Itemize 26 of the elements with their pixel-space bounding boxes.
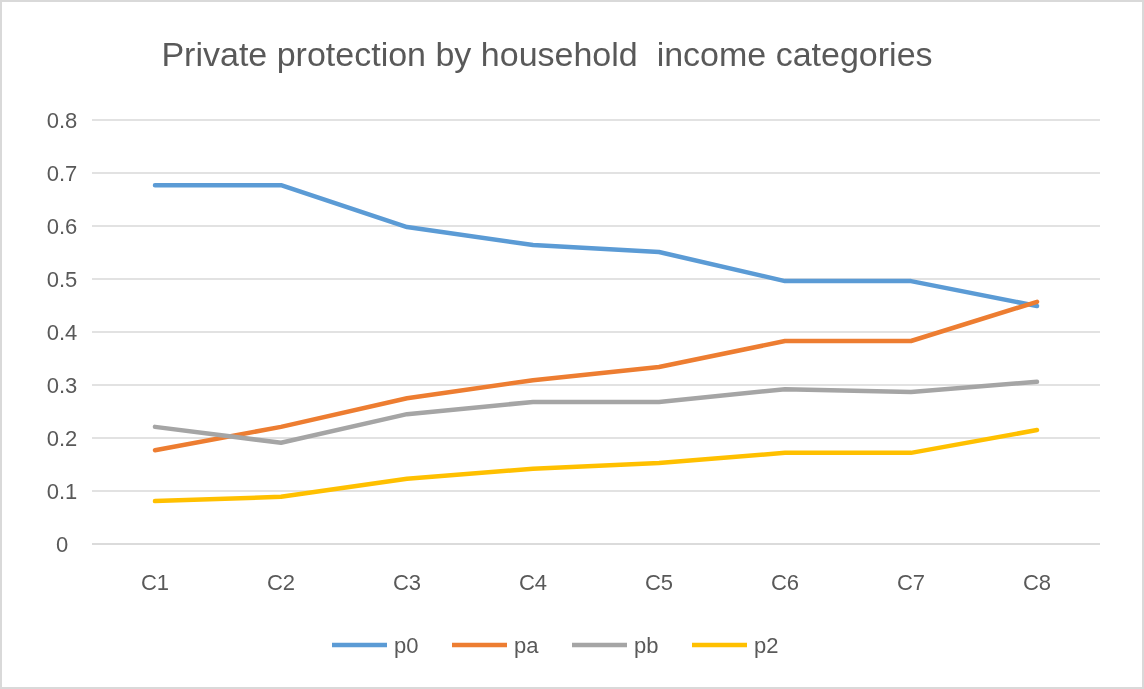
legend-label: p2 [754, 632, 779, 658]
line-series [152, 299, 1040, 453]
line-series [152, 182, 1040, 309]
x-tick-label: C6 [770, 570, 800, 595]
legend-label: pb [634, 632, 659, 658]
y-tick-label: 0 [55, 531, 69, 557]
line-series [152, 379, 1040, 446]
y-tick-label: 0.2 [46, 425, 78, 451]
legend-label: p0 [394, 632, 419, 658]
x-tick-label: C1 [140, 570, 170, 595]
legend-label: pa [514, 632, 540, 658]
y-tick-label: 0.1 [46, 478, 78, 504]
y-tick-label: 0.3 [46, 372, 78, 398]
x-tick-label: C7 [896, 570, 926, 595]
x-tick-label: C4 [518, 570, 548, 595]
y-tick-label: 0.6 [46, 213, 78, 239]
x-tick-label: C5 [644, 570, 674, 595]
line-series [152, 427, 1040, 504]
x-tick-label: C8 [1022, 570, 1052, 595]
y-tick-label: 0.4 [46, 319, 78, 345]
y-tick-label: 0.7 [46, 160, 78, 186]
x-tick-label: C3 [392, 570, 422, 595]
chart-title: Private protection by household income categories [161, 35, 933, 73]
y-tick-label: 0.5 [46, 266, 78, 292]
y-tick-label: 0.8 [46, 107, 78, 133]
x-tick-label: C2 [266, 570, 296, 595]
